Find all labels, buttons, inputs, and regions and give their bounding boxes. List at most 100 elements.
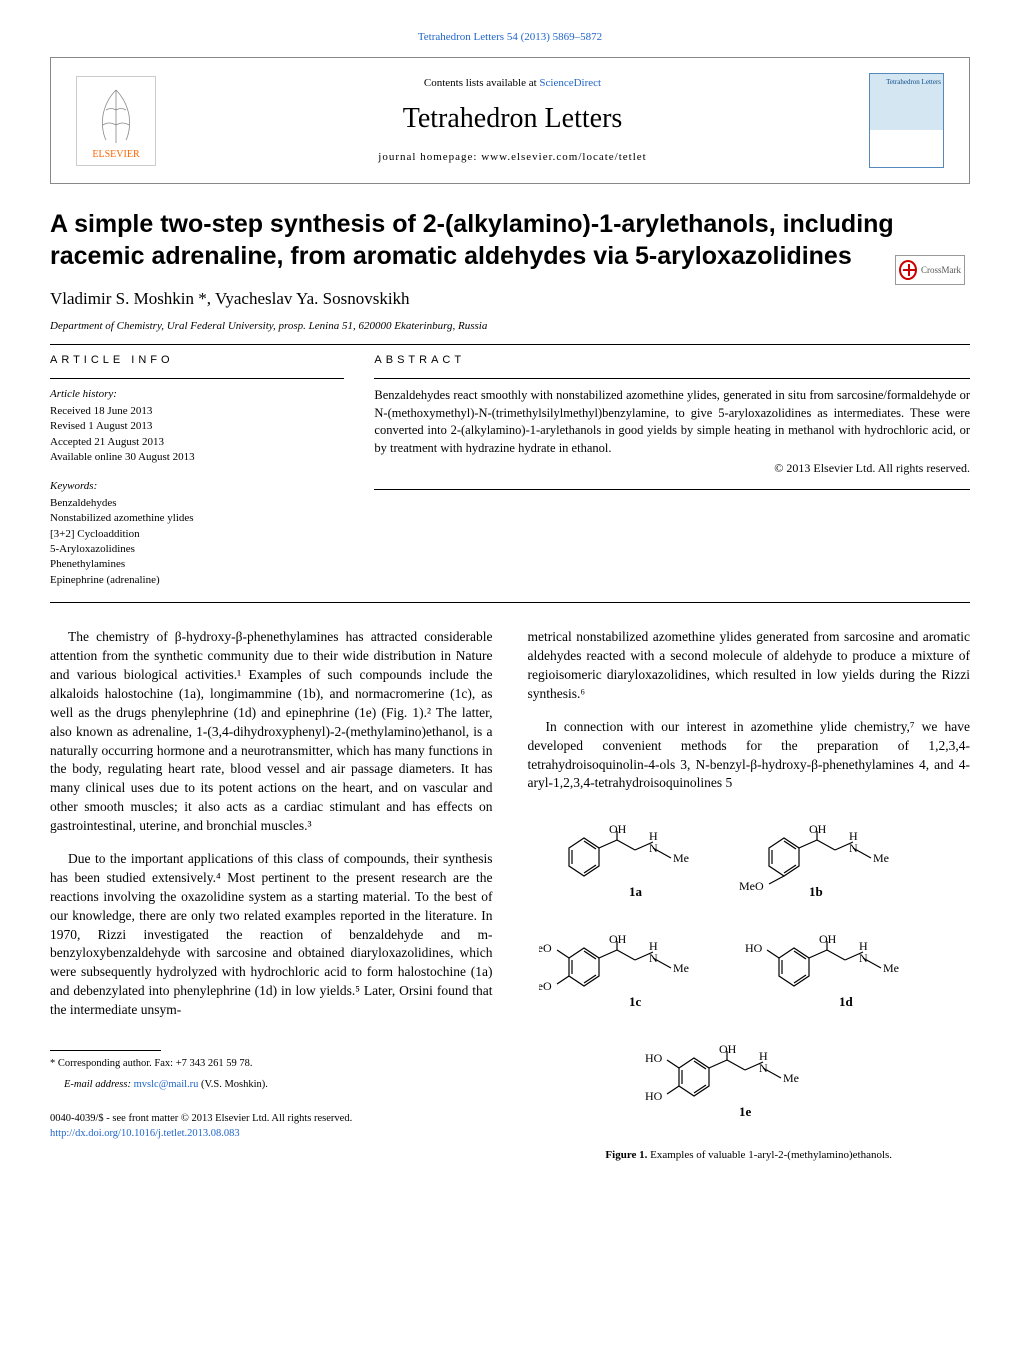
front-matter-line: 0040-4039/$ - see front matter © 2013 El…	[50, 1112, 493, 1127]
email-link[interactable]: mvslc@mail.ru	[134, 1079, 199, 1090]
structure-1d: OH H N Me HO 1d	[745, 932, 899, 1009]
oh-label: OH	[609, 932, 627, 946]
subst-label: MeO	[539, 941, 552, 955]
contents-prefix: Contents lists available at	[424, 77, 539, 89]
figure-number: Figure 1.	[605, 1149, 647, 1161]
journal-reference: Tetrahedron Letters 54 (2013) 5869–5872	[50, 30, 970, 45]
history-item: Available online 30 August 2013	[50, 450, 344, 465]
bottom-note: 0040-4039/$ - see front matter © 2013 El…	[50, 1112, 493, 1141]
journal-homepage: journal homepage: www.elsevier.com/locat…	[156, 150, 869, 165]
paragraph-text: metrical nonstabilized azomethine ylides…	[528, 629, 971, 701]
subst-label: HO	[745, 941, 763, 955]
body-paragraph: In connection with our interest in azome…	[528, 718, 971, 794]
abstract-column: ABSTRACT Benzaldehydes react smoothly wi…	[374, 353, 970, 602]
oh-label: OH	[819, 932, 837, 946]
rule	[50, 378, 344, 379]
journal-header: ELSEVIER Contents lists available at Sci…	[50, 57, 970, 184]
cover-title: Tetrahedron Letters	[886, 78, 941, 88]
publisher-label: ELSEVIER	[92, 148, 139, 162]
structure-1c: OH H N Me MeO MeO 1c	[539, 932, 689, 1009]
elsevier-tree-icon	[91, 85, 141, 145]
corresponding-author-footnote: * Corresponding author. Fax: +7 343 261 …	[50, 1057, 493, 1072]
n-label: N	[849, 841, 858, 855]
rule	[50, 602, 970, 603]
keyword-item: Nonstabilized azomethine ylides	[50, 511, 344, 526]
keyword-item: Phenethylamines	[50, 557, 344, 572]
compound-label: 1c	[629, 994, 642, 1009]
crossmark-badge[interactable]: CrossMark	[895, 255, 965, 285]
abstract-copyright: © 2013 Elsevier Ltd. All rights reserved…	[374, 460, 970, 477]
chemical-structures-svg: OH H N Me 1a	[539, 808, 959, 1138]
keyword-item: [3+2] Cycloaddition	[50, 527, 344, 542]
figure-1: OH H N Me 1a	[528, 808, 971, 1163]
history-label: Article history:	[50, 387, 344, 402]
article-title: A simple two-step synthesis of 2-(alkyla…	[50, 209, 970, 272]
article-info-column: ARTICLE INFO Article history: Received 1…	[50, 353, 344, 602]
oh-label: OH	[809, 822, 827, 836]
keyword-item: 5-Aryloxazolidines	[50, 542, 344, 557]
compound-label: 1e	[739, 1104, 752, 1119]
journal-title: Tetrahedron Letters	[156, 99, 869, 138]
doi-link[interactable]: http://dx.doi.org/10.1016/j.tetlet.2013.…	[50, 1127, 493, 1142]
history-item: Revised 1 August 2013	[50, 419, 344, 434]
n-label: N	[649, 951, 658, 965]
sciencedirect-link[interactable]: ScienceDirect	[539, 77, 601, 89]
abstract-text: Benzaldehydes react smoothly with nonsta…	[374, 387, 970, 457]
compound-label: 1b	[809, 884, 823, 899]
me-label: Me	[673, 851, 689, 865]
corr-marker: *	[50, 1058, 58, 1069]
subst-label: HO	[645, 1051, 663, 1065]
keywords-block: Keywords: Benzaldehydes Nonstabilized az…	[50, 479, 344, 588]
authors: Vladimir S. Moshkin *, Vyacheslav Ya. So…	[50, 287, 970, 311]
left-text-column: The chemistry of β-hydroxy-β-phenethylam…	[50, 628, 493, 1179]
oh-label: OH	[609, 822, 627, 836]
email-label: E-mail address:	[64, 1079, 134, 1090]
crossmark-icon	[899, 260, 917, 280]
n-label: N	[759, 1061, 768, 1075]
keywords-label: Keywords:	[50, 479, 344, 494]
figure-caption-text: Examples of valuable 1-aryl-2-(methylami…	[647, 1149, 892, 1161]
structure-1a: OH H N Me 1a	[569, 822, 689, 899]
contents-availability: Contents lists available at ScienceDirec…	[156, 76, 869, 91]
subst-label: MeO	[739, 879, 764, 893]
figure-caption: Figure 1. Examples of valuable 1-aryl-2-…	[528, 1148, 971, 1163]
affiliation: Department of Chemistry, Ural Federal Un…	[50, 319, 970, 334]
oh-label: OH	[719, 1042, 737, 1056]
homepage-url[interactable]: www.elsevier.com/locate/tetlet	[481, 151, 647, 163]
email-footnote: E-mail address: mvslc@mail.ru (V.S. Mosh…	[50, 1078, 493, 1093]
me-label: Me	[673, 961, 689, 975]
compound-label: 1a	[629, 884, 643, 899]
me-label: Me	[873, 851, 889, 865]
article-info-head: ARTICLE INFO	[50, 353, 344, 368]
publisher-logo: ELSEVIER	[76, 76, 156, 166]
paragraph-text: In connection with our interest in azome…	[528, 719, 971, 791]
body-paragraph: Due to the important applications of thi…	[50, 850, 493, 1020]
history-item: Accepted 21 August 2013	[50, 435, 344, 450]
body-paragraph: The chemistry of β-hydroxy-β-phenethylam…	[50, 628, 493, 836]
keyword-item: Benzaldehydes	[50, 496, 344, 511]
history-item: Received 18 June 2013	[50, 404, 344, 419]
me-label: Me	[883, 961, 899, 975]
subst-label: MeO	[539, 979, 552, 993]
abstract-head: ABSTRACT	[374, 353, 970, 368]
paragraph-text: Due to the important applications of thi…	[50, 851, 493, 1017]
rule	[374, 489, 970, 490]
article-history: Article history: Received 18 June 2013 R…	[50, 387, 344, 465]
header-center: Contents lists available at ScienceDirec…	[156, 76, 869, 166]
structure-1e: OH H N Me HO HO 1e	[645, 1042, 799, 1119]
corr-text: Corresponding author. Fax: +7 343 261 59…	[58, 1058, 253, 1069]
n-label: N	[859, 951, 868, 965]
body-paragraph: metrical nonstabilized azomethine ylides…	[528, 628, 971, 704]
me-label: Me	[783, 1071, 799, 1085]
paragraph-text: The chemistry of β-hydroxy-β-phenethylam…	[50, 629, 493, 833]
email-suffix: (V.S. Moshkin).	[198, 1079, 268, 1090]
footnote-rule	[50, 1050, 161, 1051]
rule	[50, 344, 970, 345]
subst-label: HO	[645, 1089, 663, 1103]
crossmark-label: CrossMark	[921, 264, 961, 277]
homepage-prefix: journal homepage:	[378, 151, 481, 163]
n-label: N	[649, 841, 658, 855]
compound-label: 1d	[839, 994, 854, 1009]
structure-1b: OH H N Me MeO 1b	[739, 822, 889, 899]
journal-cover-thumb: Tetrahedron Letters	[869, 73, 944, 168]
